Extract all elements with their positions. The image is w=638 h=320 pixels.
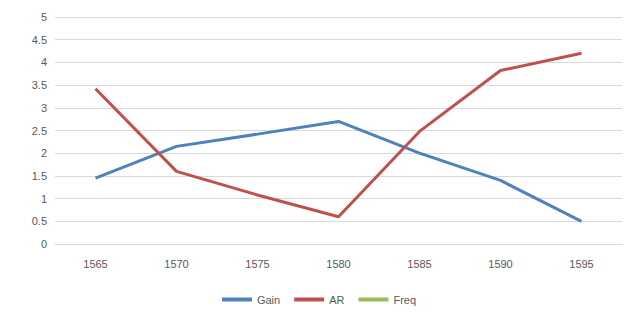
svg-text:2: 2 xyxy=(41,147,47,159)
svg-text:1580: 1580 xyxy=(326,258,350,270)
svg-text:1570: 1570 xyxy=(164,258,188,270)
svg-text:1595: 1595 xyxy=(569,258,593,270)
svg-text:3.5: 3.5 xyxy=(32,79,47,91)
svg-text:1575: 1575 xyxy=(245,258,269,270)
svg-text:0.5: 0.5 xyxy=(32,215,47,227)
svg-text:1565: 1565 xyxy=(83,258,107,270)
svg-text:5: 5 xyxy=(41,11,47,23)
svg-text:1.5: 1.5 xyxy=(32,170,47,182)
svg-text:0: 0 xyxy=(41,238,47,250)
svg-text:1585: 1585 xyxy=(407,258,431,270)
svg-text:Gain: Gain xyxy=(257,294,280,306)
svg-text:4.5: 4.5 xyxy=(32,34,47,46)
svg-text:1590: 1590 xyxy=(488,258,512,270)
svg-text:Freq: Freq xyxy=(393,294,416,306)
svg-text:3: 3 xyxy=(41,102,47,114)
svg-text:2.5: 2.5 xyxy=(32,125,47,137)
svg-text:1: 1 xyxy=(41,193,47,205)
svg-text:4: 4 xyxy=(41,56,47,68)
svg-text:AR: AR xyxy=(329,294,344,306)
